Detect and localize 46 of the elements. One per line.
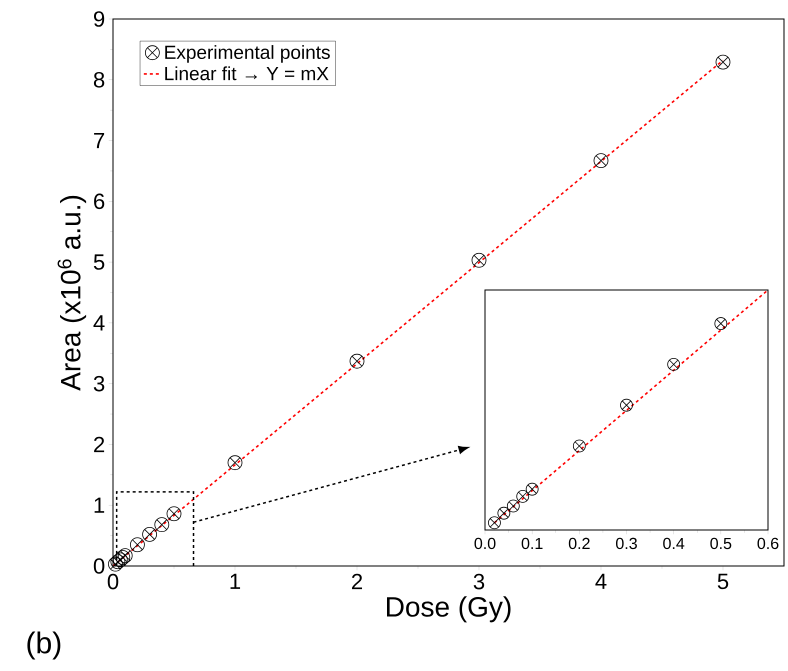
y-tick-label: 0 bbox=[94, 558, 104, 574]
x-tick-label: 0.0 bbox=[474, 538, 496, 550]
x-tick-label: 0.6 bbox=[758, 538, 778, 550]
x-tick-label: 5 bbox=[718, 574, 728, 590]
point bbox=[497, 506, 510, 520]
y-tick-label: 2 bbox=[94, 436, 104, 452]
x-tick-label: 3 bbox=[474, 574, 484, 590]
point bbox=[714, 317, 728, 330]
y-tick-label: 3 bbox=[94, 376, 104, 392]
x-tick-label: 0.2 bbox=[568, 538, 590, 550]
x-tick-label: 0.5 bbox=[710, 538, 732, 550]
legend-label: Experimental points bbox=[165, 45, 330, 63]
x-tick-label: 0.3 bbox=[616, 538, 637, 550]
y-tick-label: 5 bbox=[94, 254, 104, 270]
y-tick-label: 9 bbox=[94, 11, 104, 27]
point bbox=[620, 398, 633, 412]
y-tick-label: 6 bbox=[94, 194, 104, 210]
point bbox=[716, 54, 730, 70]
x-tick-label: 0.4 bbox=[663, 538, 684, 550]
point bbox=[472, 252, 486, 268]
x-tick-label: 4 bbox=[595, 574, 606, 589]
point bbox=[130, 537, 145, 552]
x-tick-label: 2 bbox=[352, 574, 362, 590]
point bbox=[142, 526, 158, 542]
legend-label: Linear fit → Y = mX bbox=[165, 66, 329, 80]
point bbox=[228, 455, 242, 470]
point bbox=[572, 440, 586, 452]
point bbox=[506, 500, 520, 512]
point bbox=[350, 354, 364, 369]
x-tick-label: 0.1 bbox=[522, 538, 542, 550]
point bbox=[516, 490, 530, 503]
text: (b) bbox=[27, 632, 60, 660]
point bbox=[488, 516, 501, 530]
y-axis-title: Area (x10$^{6}$ a.u.) bbox=[58, 196, 86, 391]
x-axis-title: Dose (Gy) bbox=[387, 596, 511, 622]
point bbox=[166, 506, 182, 522]
point bbox=[154, 517, 170, 532]
y-tick-label: 4 bbox=[93, 315, 105, 330]
y-tick-label: 7 bbox=[94, 132, 104, 148]
x-tick-label: 0 bbox=[108, 574, 118, 590]
point bbox=[667, 358, 680, 371]
y-tick-label: 1 bbox=[94, 498, 104, 513]
x-tick-label: 1 bbox=[230, 574, 240, 589]
point bbox=[594, 153, 608, 168]
y-tick-label: 8 bbox=[94, 72, 104, 88]
point bbox=[526, 482, 539, 496]
